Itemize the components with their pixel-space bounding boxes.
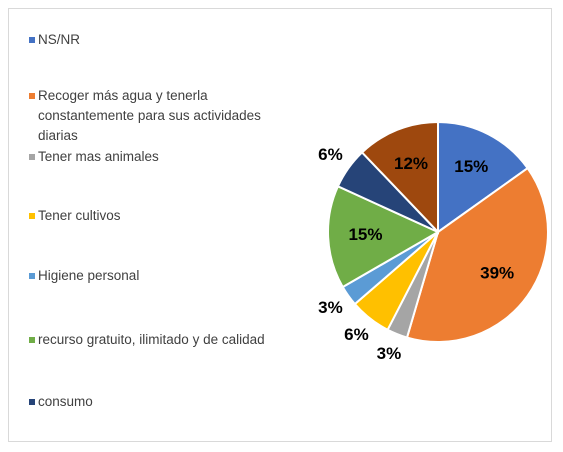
legend-item: Higiene personal — [29, 266, 293, 286]
pie-slice — [360, 120, 439, 235]
data-label: 39% — [480, 264, 514, 283]
pie-slice — [437, 120, 529, 234]
legend-item: consumo — [29, 392, 293, 412]
legend-label: Tener cultivos — [38, 208, 121, 223]
data-label: 15% — [454, 157, 488, 176]
pie-slice — [327, 184, 441, 289]
data-label: 6% — [344, 325, 369, 344]
pie-slice — [405, 166, 549, 343]
legend-label: Recoger más agua y tenerla constantement… — [38, 88, 261, 143]
legend-label: consumo — [38, 394, 93, 409]
legend-item: recurso gratuito, ilimitado y de calidad — [29, 330, 293, 350]
legend-item: Recoger más agua y tenerla constantement… — [29, 86, 293, 146]
legend-swatch — [29, 213, 35, 219]
legend-item: Tener cultivos — [29, 206, 293, 226]
legend-swatch — [29, 37, 35, 43]
chart-frame — [8, 8, 552, 442]
legend-label: Higiene personal — [38, 268, 140, 283]
legend-swatch — [29, 154, 35, 160]
legend-swatch — [29, 337, 35, 343]
legend-item: Tener mas animales — [29, 147, 293, 167]
data-label: 3% — [377, 344, 402, 363]
legend-swatch — [29, 93, 35, 99]
data-label: 6% — [318, 145, 343, 164]
legend-item: NS/NR — [29, 30, 293, 50]
data-label: 15% — [348, 225, 382, 244]
data-label: 3% — [318, 298, 343, 317]
data-label: 12% — [394, 154, 428, 173]
legend-label: NS/NR — [38, 32, 81, 47]
legend-swatch — [29, 399, 35, 405]
legend-label: Tener mas animales — [38, 149, 159, 164]
legend-label: recurso gratuito, ilimitado y de calidad — [38, 332, 265, 347]
legend-swatch — [29, 273, 35, 279]
